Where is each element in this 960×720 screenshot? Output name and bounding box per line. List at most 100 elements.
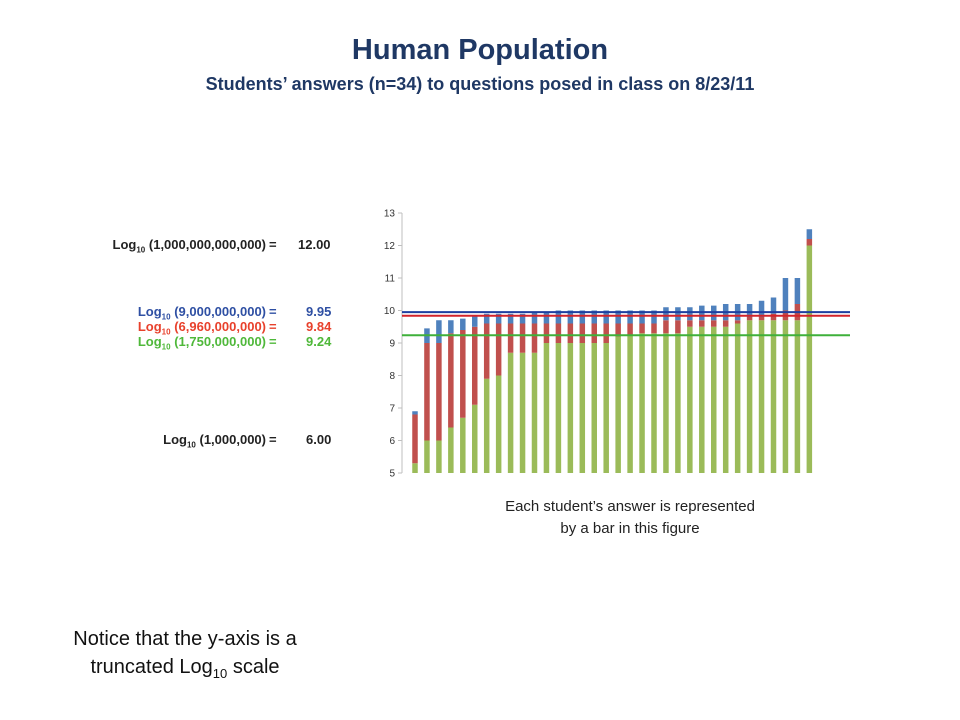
bar-red-segment xyxy=(746,317,753,321)
bar-blue-segment xyxy=(543,312,550,324)
bar-red-segment xyxy=(591,323,597,343)
bar-blue-segment xyxy=(579,310,586,324)
caption-line-2: by a bar in this figure xyxy=(560,520,700,537)
bar-red-segment xyxy=(711,320,717,327)
y-tick-label: 12 xyxy=(384,241,396,252)
bar-red-segment xyxy=(675,320,681,334)
equation-6-96-billion: Log10 (6,960,000,000) = 9.84 xyxy=(60,319,340,337)
bar-green-segment xyxy=(460,417,466,473)
bar-red-segment xyxy=(483,323,490,379)
bar-red-segment xyxy=(699,320,705,327)
bar-blue-segment xyxy=(436,320,442,343)
bar-blue-segment xyxy=(651,310,657,324)
bar-green-segment xyxy=(472,404,478,473)
bar-blue-segment xyxy=(483,313,490,324)
bar-blue-segment xyxy=(770,297,777,314)
bar-blue-segment xyxy=(448,320,454,334)
bar-blue-segment xyxy=(591,310,597,324)
bar-green-segment xyxy=(448,427,454,473)
bar-red-segment xyxy=(424,343,430,441)
bar-blue-segment xyxy=(555,310,562,324)
bar-blue-segment xyxy=(627,310,633,324)
bar-blue-segment xyxy=(794,278,801,304)
bar-green-segment xyxy=(543,343,550,473)
bar-red-segment xyxy=(722,320,729,327)
bar-green-segment xyxy=(770,320,777,473)
equation-base: 10 xyxy=(161,342,171,352)
equation-prefix: Log xyxy=(163,432,187,447)
equation-prefix: Log xyxy=(137,334,162,349)
bar-red-segment xyxy=(531,323,538,353)
equation-argument: (1,000,000,000,000) xyxy=(148,237,266,252)
equation-base: 10 xyxy=(186,440,196,450)
chart-caption: Each student’s answer is represented by … xyxy=(440,496,820,540)
bar-red-segment xyxy=(495,323,502,376)
bar-green-segment xyxy=(639,333,645,473)
bar-blue-segment xyxy=(507,313,514,324)
equation-argument: (9,000,000,000) xyxy=(174,304,266,319)
bar-red-segment xyxy=(567,323,574,343)
bar-blue-segment xyxy=(531,312,538,324)
note-line-2-suffix: scale xyxy=(227,656,280,678)
bar-green-segment xyxy=(555,343,562,473)
bar-blue-segment xyxy=(782,278,789,311)
bar-green-segment xyxy=(746,320,753,473)
equation-argument: (6,960,000,000) xyxy=(174,319,266,334)
bar-blue-segment xyxy=(460,318,466,330)
equation-value: 12.00 xyxy=(298,237,331,252)
axis-note: Notice that the y-axis is a truncated Lo… xyxy=(20,625,350,688)
bar-green-segment xyxy=(436,440,442,473)
bar-green-segment xyxy=(794,320,801,473)
bar-red-segment xyxy=(412,414,418,464)
bar-blue-segment xyxy=(412,411,418,415)
y-tick-label: 10 xyxy=(384,306,396,317)
bar-red-segment xyxy=(639,323,645,334)
bar-green-segment xyxy=(722,326,729,473)
equation-prefix: Log xyxy=(137,304,162,319)
bar-green-segment xyxy=(675,333,681,473)
equation-base: 10 xyxy=(136,245,146,255)
bar-red-segment xyxy=(543,323,550,343)
bar-red-segment xyxy=(603,323,609,343)
bar-blue-segment xyxy=(758,300,765,317)
bar-blue-segment xyxy=(746,304,753,317)
equation-equals: = xyxy=(269,304,277,319)
y-tick-label: 6 xyxy=(389,436,395,447)
bar-red-segment xyxy=(448,333,454,428)
bar-red-segment xyxy=(519,323,526,353)
note-line-2-sub: 10 xyxy=(212,666,228,681)
bar-green-segment xyxy=(663,333,669,473)
equation-prefix: Log xyxy=(137,319,162,334)
y-tick-label: 7 xyxy=(389,404,395,415)
bar-blue-segment xyxy=(615,310,621,324)
bar-green-segment xyxy=(495,375,502,473)
equation-equals: = xyxy=(269,237,277,252)
equation-argument: (1,000,000) xyxy=(199,432,267,447)
y-tick-label: 13 xyxy=(384,209,396,220)
bar-blue-segment xyxy=(639,310,645,324)
bar-green-segment xyxy=(483,378,490,473)
bar-blue-segment xyxy=(663,307,669,321)
equation-trillion: Log10 (1,000,000,000,000) = 12.00 xyxy=(60,237,340,255)
bar-red-segment xyxy=(579,323,586,343)
bar-green-segment xyxy=(711,326,717,473)
bar-red-segment xyxy=(436,343,442,441)
bar-blue-segment xyxy=(472,315,478,327)
bar-green-segment xyxy=(627,335,633,473)
y-tick-label: 11 xyxy=(385,274,396,285)
equation-1-75-billion: Log10 (1,750,000,000) = 9.24 xyxy=(60,334,340,352)
bar-red-segment xyxy=(615,323,621,337)
note-line-1: Notice that the y-axis is a xyxy=(73,628,297,650)
y-tick-label: 5 xyxy=(389,469,395,480)
bar-green-segment xyxy=(579,343,586,473)
equation-million: Log10 (1,000,000) = 6.00 xyxy=(60,432,340,450)
equation-9-billion: Log10 (9,000,000,000) = 9.95 xyxy=(60,304,340,322)
note-line-2: truncated Log10 scale xyxy=(20,653,350,688)
bar-red-segment xyxy=(651,323,657,334)
equation-equals: = xyxy=(269,432,277,447)
bar-red-segment xyxy=(663,320,669,334)
bar-green-segment xyxy=(651,333,657,473)
caption-line-1: Each student’s answer is represented xyxy=(505,498,755,515)
bar-green-segment xyxy=(758,320,765,473)
bar-red-segment xyxy=(627,323,633,336)
